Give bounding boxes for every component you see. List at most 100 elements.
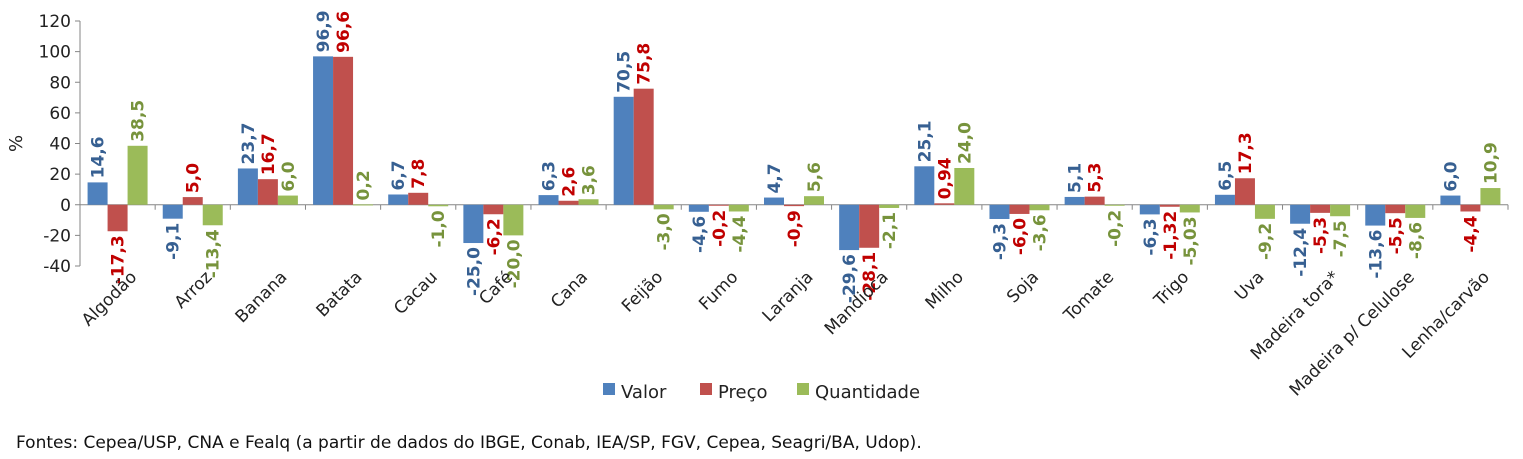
data-label-preço: 5,3 bbox=[1086, 163, 1106, 193]
data-label-preço: 16,7 bbox=[259, 133, 279, 175]
data-label-quantidade: 3,6 bbox=[580, 165, 600, 195]
data-label-valor: -9,1 bbox=[164, 223, 184, 260]
data-label-preço: -0,9 bbox=[785, 210, 805, 247]
bar-valor bbox=[1440, 195, 1461, 205]
source-note: Fontes: Cepea/USP, CNA e Fealq (a partir… bbox=[16, 433, 922, 453]
bar-preço bbox=[1234, 178, 1255, 205]
category-label: Feijão bbox=[618, 267, 667, 316]
bar-quantidade bbox=[879, 204, 900, 208]
data-label-valor: 5,1 bbox=[1066, 163, 1086, 193]
bar-valor bbox=[1214, 194, 1235, 205]
bar-quantidade bbox=[1254, 204, 1275, 219]
data-label-valor: 96,9 bbox=[314, 10, 334, 52]
legend-swatch-preço bbox=[700, 383, 712, 395]
y-tick-label: -20 bbox=[43, 226, 71, 246]
category-labels: Algodão Arroz Banana Batata Cacau Café Cana Fei… bbox=[78, 267, 1494, 400]
y-tick-label: 100 bbox=[39, 43, 71, 63]
data-label-preço: -6,0 bbox=[1010, 218, 1030, 255]
bar-valor bbox=[313, 56, 334, 205]
bar-quantidade bbox=[127, 145, 148, 205]
data-label-quantidade: 24,0 bbox=[955, 122, 975, 164]
data-label-valor: 4,7 bbox=[765, 163, 785, 193]
bars bbox=[87, 56, 1501, 251]
bar-preço bbox=[859, 204, 880, 248]
category-label: Trigo bbox=[1150, 267, 1194, 311]
bar-valor bbox=[538, 195, 559, 205]
legend-label-quantidade: Quantidade bbox=[815, 382, 920, 403]
data-label-valor: 70,5 bbox=[615, 51, 635, 93]
bar-quantidade bbox=[728, 204, 749, 212]
y-axis-title: % bbox=[6, 135, 27, 152]
category-label: Laranja bbox=[759, 267, 818, 326]
data-label-valor: 6,5 bbox=[1216, 161, 1236, 191]
data-label-valor: -6,3 bbox=[1141, 218, 1161, 255]
data-label-valor: 6,7 bbox=[389, 160, 409, 190]
bar-preço bbox=[1084, 196, 1105, 205]
category-label: Milho bbox=[922, 267, 968, 313]
data-label-preço: 17,3 bbox=[1236, 132, 1256, 174]
data-label-valor: -9,3 bbox=[990, 223, 1010, 260]
bar-preço bbox=[934, 203, 955, 205]
bar-quantidade bbox=[1405, 204, 1426, 218]
bar-valor bbox=[1064, 196, 1085, 205]
bar-preço bbox=[1009, 204, 1030, 214]
data-label-valor: -4,6 bbox=[690, 216, 710, 253]
data-label-valor: -13,6 bbox=[1366, 230, 1386, 279]
bar-quantidade bbox=[954, 168, 975, 205]
chart: -40 -20 0 20 40 60 80 100 120% 14,6 -17,3 38,5 -9,1… bbox=[6, 10, 1509, 403]
data-label-preço: -1,32 bbox=[1161, 211, 1181, 260]
category-label: Soja bbox=[1003, 267, 1043, 307]
bar-valor bbox=[613, 96, 634, 205]
bar-preço bbox=[633, 88, 654, 205]
data-label-preço: 5,0 bbox=[184, 163, 204, 193]
data-label-preço: 75,8 bbox=[635, 43, 655, 85]
legend-swatch-quantidade bbox=[797, 383, 809, 395]
data-label-valor: 6,0 bbox=[1441, 161, 1461, 191]
category-label: Tomate bbox=[1059, 267, 1118, 326]
bar-preço bbox=[483, 204, 504, 215]
data-label-quantidade: -3,6 bbox=[1030, 214, 1050, 251]
data-label-preço: -6,2 bbox=[484, 218, 504, 255]
data-label-quantidade: 10,9 bbox=[1481, 142, 1501, 184]
data-label-quantidade: -8,6 bbox=[1406, 222, 1426, 259]
bar-preço bbox=[257, 179, 278, 205]
bar-quantidade bbox=[804, 196, 824, 205]
bar-quantidade bbox=[503, 204, 524, 236]
data-label-valor: 25,1 bbox=[915, 120, 935, 162]
data-label-quantidade: -2,1 bbox=[880, 212, 900, 249]
category-label: Cacau bbox=[390, 267, 441, 318]
data-label-valor: 14,6 bbox=[89, 136, 109, 178]
category-label: Banana bbox=[232, 267, 292, 327]
bar-valor bbox=[989, 204, 1010, 219]
y-tick-label: 40 bbox=[49, 135, 71, 155]
bar-quantidade bbox=[202, 204, 223, 226]
bar-preço bbox=[558, 200, 579, 205]
legend-swatch-valor bbox=[603, 383, 615, 395]
data-labels: 14,6-17,338,5-9,15,0-13,423,7 16,76,096,9… bbox=[89, 10, 1502, 303]
category-label: Fumo bbox=[695, 267, 742, 314]
category-label: Uva bbox=[1231, 267, 1268, 304]
legend: Valor Preço Quantidade bbox=[603, 382, 920, 403]
data-label-quantidade: -0,2 bbox=[1106, 210, 1126, 247]
data-label-preço: 96,6 bbox=[334, 11, 354, 53]
y-tick-label: 80 bbox=[49, 73, 71, 93]
bar-valor bbox=[914, 166, 935, 205]
data-label-preço: -4,4 bbox=[1461, 215, 1481, 252]
bar-preço bbox=[182, 197, 203, 205]
bar-quantidade bbox=[1029, 204, 1050, 211]
bar-preço bbox=[1460, 204, 1481, 212]
bar-quantidade bbox=[353, 204, 374, 206]
y-tick-label: 120 bbox=[39, 12, 71, 32]
bar-preço bbox=[784, 204, 804, 207]
data-label-quantidade: -3,0 bbox=[655, 213, 675, 250]
bar-valor bbox=[87, 182, 108, 205]
data-label-preço: 7,8 bbox=[409, 159, 429, 189]
data-label-quantidade: -4,4 bbox=[730, 215, 750, 252]
bar-preço bbox=[1310, 204, 1331, 213]
bar-valor bbox=[1139, 204, 1160, 215]
bar-valor bbox=[1290, 204, 1311, 224]
data-label-quantidade: -9,2 bbox=[1256, 223, 1276, 260]
y-tick-label: 60 bbox=[49, 104, 71, 124]
data-label-valor: -12,4 bbox=[1291, 228, 1311, 277]
data-label-quantidade: 5,6 bbox=[805, 162, 825, 192]
